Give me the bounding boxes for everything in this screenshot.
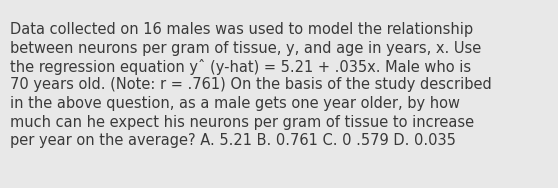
- Text: per year on the average? A. 5.21 B. 0.761 C. 0 .579 D. 0.035: per year on the average? A. 5.21 B. 0.76…: [10, 133, 456, 148]
- Text: Data collected on 16 males was used to model the relationship: Data collected on 16 males was used to m…: [10, 22, 473, 37]
- Text: 70 years old. (Note: r = .761) On the basis of the study described: 70 years old. (Note: r = .761) On the ba…: [10, 77, 492, 92]
- Text: much can he expect his neurons per gram of tissue to increase: much can he expect his neurons per gram …: [10, 114, 474, 130]
- Text: the regression equation yˆ (y-hat) = 5.21 + .035x. Male who is: the regression equation yˆ (y-hat) = 5.2…: [10, 59, 471, 75]
- Text: between neurons per gram of tissue, y, and age in years, x. Use: between neurons per gram of tissue, y, a…: [10, 40, 481, 55]
- Text: in the above question, as a male gets one year older, by how: in the above question, as a male gets on…: [10, 96, 460, 111]
